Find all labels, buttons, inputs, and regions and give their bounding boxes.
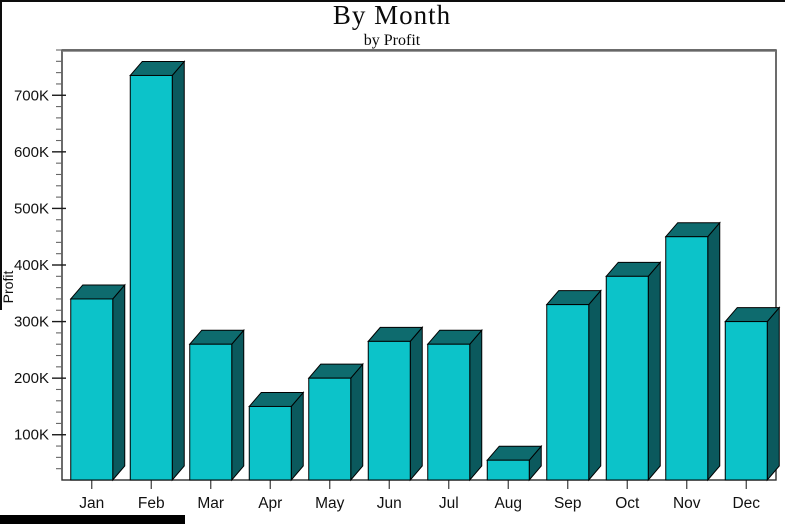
bar-front-face [605, 275, 649, 481]
x-axis-ticks: Jan Feb Mar Apr May Jun Jul Aug Sep Oct Nov Dec [79, 480, 760, 512]
bar-side-face [707, 221, 721, 482]
x-label-mar: Mar [197, 495, 224, 512]
bar-front-face [367, 340, 411, 481]
y-tick-label: 100K [14, 427, 49, 444]
x-label-feb: Feb [138, 495, 165, 512]
y-tick-label: 500K [14, 200, 49, 217]
x-label-oct: Oct [615, 495, 640, 512]
bar-side-face [409, 326, 423, 482]
y-tick-label: 600K [14, 144, 49, 161]
bars [69, 60, 781, 482]
y-tick-label: 300K [14, 314, 49, 331]
bar-front-face [70, 298, 114, 481]
bar-jul [426, 328, 483, 482]
x-label-jan: Jan [79, 495, 104, 512]
bar-front-face [248, 405, 292, 481]
y-tick-label: 700K [14, 87, 49, 104]
x-label-nov: Nov [673, 495, 701, 512]
bar-side-face [171, 60, 185, 482]
bar-aug [486, 444, 543, 482]
bar-front-face [189, 343, 233, 481]
bar-front-face [724, 321, 768, 481]
bar-jun [367, 326, 424, 482]
x-label-jun: Jun [377, 495, 402, 512]
x-label-may: May [315, 495, 345, 512]
x-label-apr: Apr [258, 495, 282, 512]
y-tick-label: 200K [14, 370, 49, 387]
y-axis-ticks: 100K 200K 300K 400K 500K 600K 700K [14, 49, 66, 470]
bar-side-face [112, 283, 126, 482]
chart-title: By Month [333, 0, 451, 30]
bar-front-face [486, 459, 530, 481]
bar-front-face [129, 74, 173, 481]
bar-feb [129, 60, 186, 482]
bar-side-face [290, 391, 304, 482]
bar-sep [545, 289, 602, 482]
y-tick-label: 400K [14, 257, 49, 274]
x-label-jul: Jul [439, 495, 459, 512]
bar-oct [605, 260, 662, 482]
bar-side-face [647, 260, 661, 482]
screenshot-top-border [0, 0, 785, 2]
bar-side-face [231, 328, 245, 482]
y-axis-title: Profit [0, 271, 16, 304]
bar-nov [664, 221, 721, 482]
bar-apr [248, 391, 305, 482]
bar-side-face [350, 362, 364, 482]
x-label-sep: Sep [554, 495, 582, 512]
screenshot-bottom-strip [0, 515, 185, 524]
bar-front-face [665, 236, 709, 481]
bar-front-face [308, 377, 352, 481]
bar-dec [724, 306, 781, 482]
bar-front-face [546, 304, 590, 481]
x-label-aug: Aug [494, 495, 522, 512]
bar-jan [69, 283, 126, 482]
screenshot-left-border [0, 0, 2, 310]
x-label-dec: Dec [732, 495, 760, 512]
bar-front-face [427, 343, 471, 481]
bar-may [307, 362, 364, 482]
bar-side-face [766, 306, 780, 482]
chart-subtitle: by Profit [364, 32, 421, 49]
bar-side-face [588, 289, 602, 482]
bar-mar [188, 328, 245, 482]
bar-side-face [469, 328, 483, 482]
